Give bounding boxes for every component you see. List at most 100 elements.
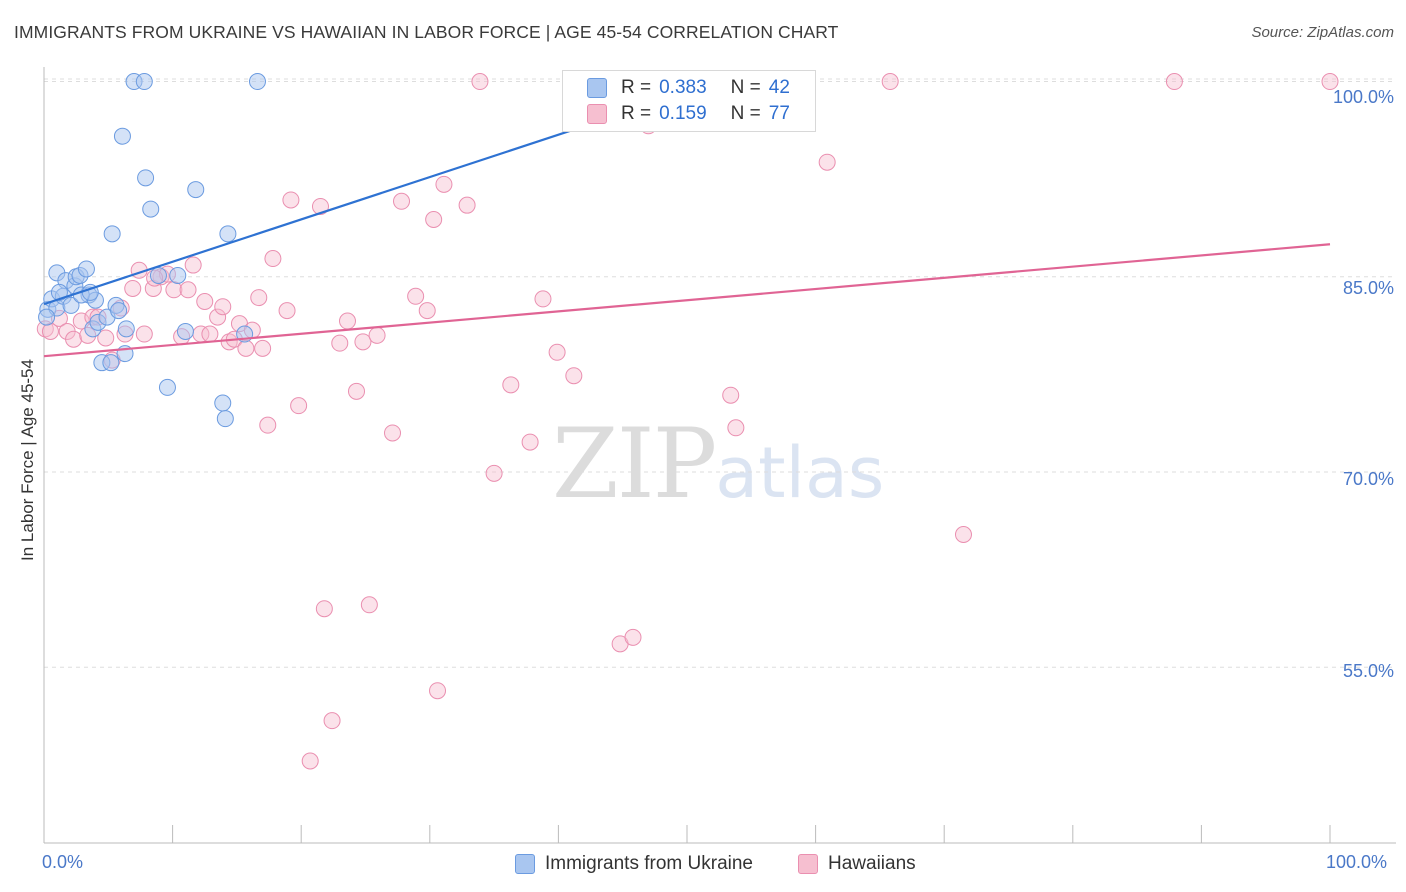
ukraine-point: [158, 378, 176, 396]
hawaiians-point: [264, 250, 282, 268]
ukraine-point: [113, 127, 131, 145]
hawaiians-point: [220, 333, 238, 351]
stats-legend: R = 0.383 N = 42 R = 0.159 N = 77: [562, 70, 816, 132]
hawaiians-swatch: [587, 104, 607, 124]
source-credit: Source: ZipAtlas.com: [1251, 24, 1394, 41]
hawaiians-point: [521, 433, 539, 451]
hawaiians-point: [881, 73, 899, 91]
r-value: 0.383: [659, 77, 707, 98]
ukraine-point: [135, 73, 153, 91]
ukraine-point: [219, 225, 237, 243]
y-tick-label-70: 70.0%: [1342, 469, 1394, 489]
hawaiians-point: [331, 334, 349, 352]
hawaiians-trend-line: [43, 243, 1331, 358]
hawaiians-point: [368, 326, 386, 344]
hawaiians-point: [502, 376, 520, 394]
ukraine-point: [50, 283, 68, 301]
hawaiians-point: [565, 367, 583, 385]
hawaiians-point: [179, 281, 197, 299]
ukraine-point: [103, 225, 121, 243]
hawaiians-point: [237, 339, 255, 357]
hawaiians-point: [250, 289, 268, 307]
y-tick-label-100: 100.0%: [1332, 87, 1394, 107]
ukraine-point: [142, 200, 160, 218]
ukraine-point: [102, 354, 120, 372]
axes: [43, 67, 1396, 844]
hawaiians-point: [323, 712, 341, 730]
hawaiians-point: [347, 382, 365, 400]
legend-item-ukraine[interactable]: Immigrants from Ukraine: [515, 852, 753, 876]
hawaiians-point: [315, 600, 333, 618]
y-tick-label-85: 85.0%: [1342, 278, 1394, 298]
hawaiians-point: [534, 290, 552, 308]
hawaiians-point: [429, 682, 447, 700]
n-label: N =: [730, 103, 761, 124]
r-label: R =: [621, 103, 652, 124]
hawaiians-point: [338, 312, 356, 330]
chart-title: IMMIGRANTS FROM UKRAINE VS HAWAIIAN IN L…: [14, 22, 839, 42]
y-axis-label: In Labor Force | Age 45-54: [18, 359, 37, 561]
hawaiians-point: [254, 339, 272, 357]
hawaiians-point: [311, 197, 329, 215]
hawaiians-swatch: [798, 854, 818, 874]
hawaiians-point: [1321, 73, 1339, 91]
hawaiians-point: [209, 308, 227, 326]
hawaiians-point: [184, 256, 202, 274]
n-value: 42: [768, 77, 790, 98]
hawaiians-point: [97, 329, 115, 347]
hawaiians-point: [418, 302, 436, 320]
hawaiians-point: [290, 397, 308, 415]
ukraine-point: [137, 169, 155, 187]
watermark: ZIPatlas: [552, 408, 884, 520]
hawaiians-point: [259, 416, 277, 434]
hawaiians-point: [124, 279, 142, 297]
hawaiians-point: [548, 343, 566, 361]
hawaiians-point: [407, 287, 425, 305]
ukraine-point: [149, 266, 167, 284]
ukraine-point: [187, 181, 205, 199]
hawaiians-point: [393, 192, 411, 210]
hawaiians-point: [624, 628, 642, 646]
hawaiians-point: [435, 175, 453, 193]
ukraine-point: [169, 266, 187, 284]
n-value: 77: [768, 103, 790, 124]
x-tick-label-0: 0.0%: [42, 852, 84, 872]
hawaiians-point: [458, 196, 476, 214]
ukraine-point: [77, 260, 95, 278]
ukraine-point: [214, 394, 232, 412]
watermark-atlas: atlas: [715, 432, 885, 514]
hawaiians-point: [196, 293, 214, 311]
hawaiians-point: [727, 419, 745, 437]
hawaiians-point: [282, 191, 300, 209]
ukraine-point: [38, 308, 56, 326]
hawaiians-point: [954, 526, 972, 544]
hawaiians-point: [818, 153, 836, 171]
stats-row-ukraine: R = 0.383 N = 42: [587, 75, 790, 101]
gridlines: [44, 78, 1396, 668]
legend-label-hawaiians: Hawaiians: [828, 853, 916, 874]
ukraine-point: [216, 410, 234, 428]
stats-row-hawaiians: R = 0.159 N = 77: [587, 101, 790, 127]
ukraine-point: [248, 73, 266, 91]
hawaiians-point: [301, 752, 319, 770]
ukraine-swatch: [587, 78, 607, 98]
hawaiians-point: [354, 333, 372, 351]
legend-label-ukraine: Immigrants from Ukraine: [545, 853, 753, 874]
ukraine-points: [38, 73, 266, 428]
hawaiians-point: [722, 386, 740, 404]
r-value: 0.159: [659, 103, 707, 124]
ukraine-point: [62, 296, 80, 314]
hawaiians-point: [471, 73, 489, 91]
hawaiians-point: [1165, 73, 1183, 91]
ukraine-point: [176, 322, 194, 340]
ukraine-point: [117, 320, 135, 338]
hawaiians-point: [214, 298, 232, 316]
hawaiians-point: [165, 281, 183, 299]
y-tick-label-55: 55.0%: [1342, 661, 1394, 681]
hawaiians-point: [135, 325, 153, 343]
hawaiians-point: [360, 596, 378, 614]
legend-item-hawaiians[interactable]: Hawaiians: [798, 852, 916, 876]
hawaiians-point: [384, 424, 402, 442]
x-ticks: [43, 825, 1331, 843]
